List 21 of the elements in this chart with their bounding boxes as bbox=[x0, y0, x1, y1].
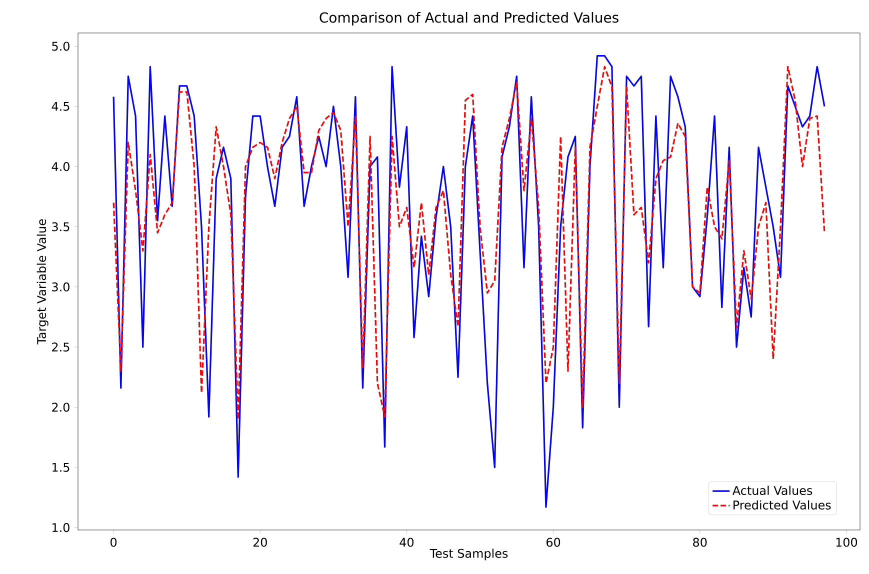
y-tick-label: 1.5 bbox=[52, 462, 70, 472]
y-tick-label: 1.0 bbox=[52, 523, 70, 532]
y-tick-label: 2.0 bbox=[52, 402, 70, 412]
legend-label: Actual Values bbox=[732, 486, 812, 496]
x-tick-label: 100 bbox=[836, 538, 858, 547]
y-tick-label: 4.5 bbox=[52, 102, 70, 111]
y-axis-title: Target Variable Value bbox=[36, 219, 48, 344]
x-axis-title: Test Samples bbox=[430, 548, 508, 560]
chart-title: Comparison of Actual and Predicted Values bbox=[320, 12, 618, 26]
y-tick-label: 5.0 bbox=[52, 42, 70, 51]
legend-label: Predicted Values bbox=[734, 500, 831, 510]
y-tick-label: 3.5 bbox=[52, 222, 70, 232]
y-tick-label: 4.0 bbox=[52, 162, 70, 172]
x-tick-label: 80 bbox=[693, 538, 707, 547]
line-series bbox=[112, 66, 826, 420]
y-tick-label: 3.0 bbox=[52, 282, 70, 292]
x-tick-label: 20 bbox=[253, 538, 267, 547]
x-tick-label: 40 bbox=[400, 538, 414, 547]
x-tick-label: 0 bbox=[110, 538, 117, 547]
y-tick-label: 2.5 bbox=[52, 342, 70, 352]
x-tick-label: 60 bbox=[546, 538, 560, 547]
